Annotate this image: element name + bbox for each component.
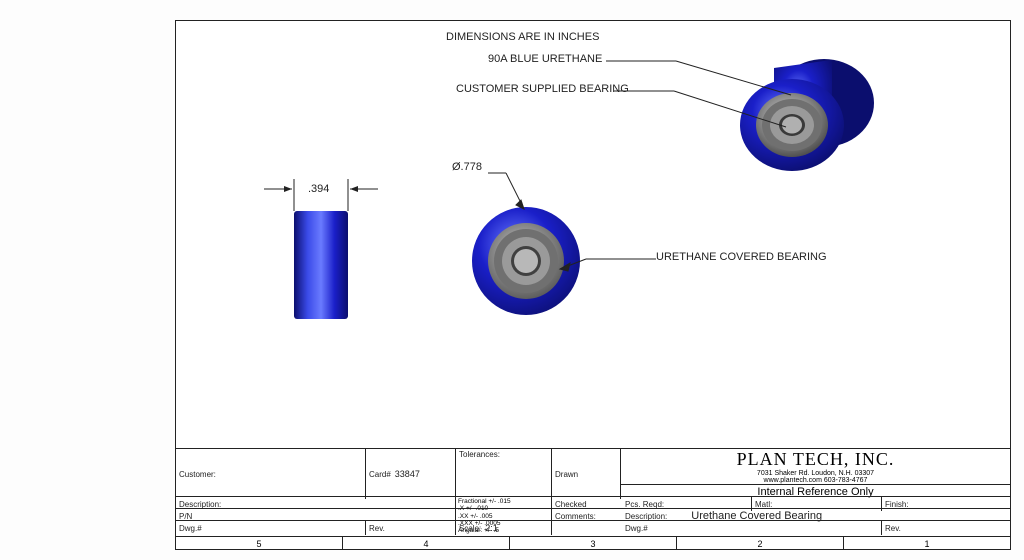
tolerances-label: Tolerances: [459, 450, 500, 459]
zone-2: 2 [677, 537, 844, 550]
company-address1: 7031 Shaker Rd. Loudon, N.H. 03307 [621, 470, 1010, 478]
leader-diameter [476, 169, 536, 219]
zone-ruler: 5 4 3 2 1 [176, 536, 1010, 550]
dim-width: .394 [308, 183, 329, 195]
rev-label-right: Rev. [885, 524, 901, 533]
company-name: PLAN TECH, INC. [621, 449, 1010, 470]
leader-bearing-supply [614, 87, 794, 137]
units-note: DIMENSIONS ARE IN INCHES [446, 31, 599, 43]
scale-value: 2:1 [481, 523, 498, 533]
card-value: 33847 [391, 469, 420, 479]
zone-4: 4 [343, 537, 510, 550]
leader-covered [556, 255, 656, 275]
dwg-label-left: Dwg.# [179, 524, 202, 533]
zone-5: 5 [176, 537, 343, 550]
drawn-label: Drawn [555, 470, 578, 479]
scale-label: Scale: [459, 524, 481, 533]
drawing-sheet: DIMENSIONS ARE IN INCHES 90A BLU [175, 20, 1011, 550]
callout-material: 90A BLUE URETHANE [488, 53, 602, 65]
callout-covered: URETHANE COVERED BEARING [656, 251, 827, 263]
card-label: Card# [369, 470, 391, 479]
zone-3: 3 [510, 537, 677, 550]
zone-1: 1 [844, 537, 1010, 550]
dwg-label-right: Dwg.# [625, 524, 648, 533]
customer-label: Customer: [179, 470, 216, 479]
rev-label-left: Rev. [369, 524, 385, 533]
callout-bearing-supply: CUSTOMER SUPPLIED BEARING [456, 83, 629, 95]
